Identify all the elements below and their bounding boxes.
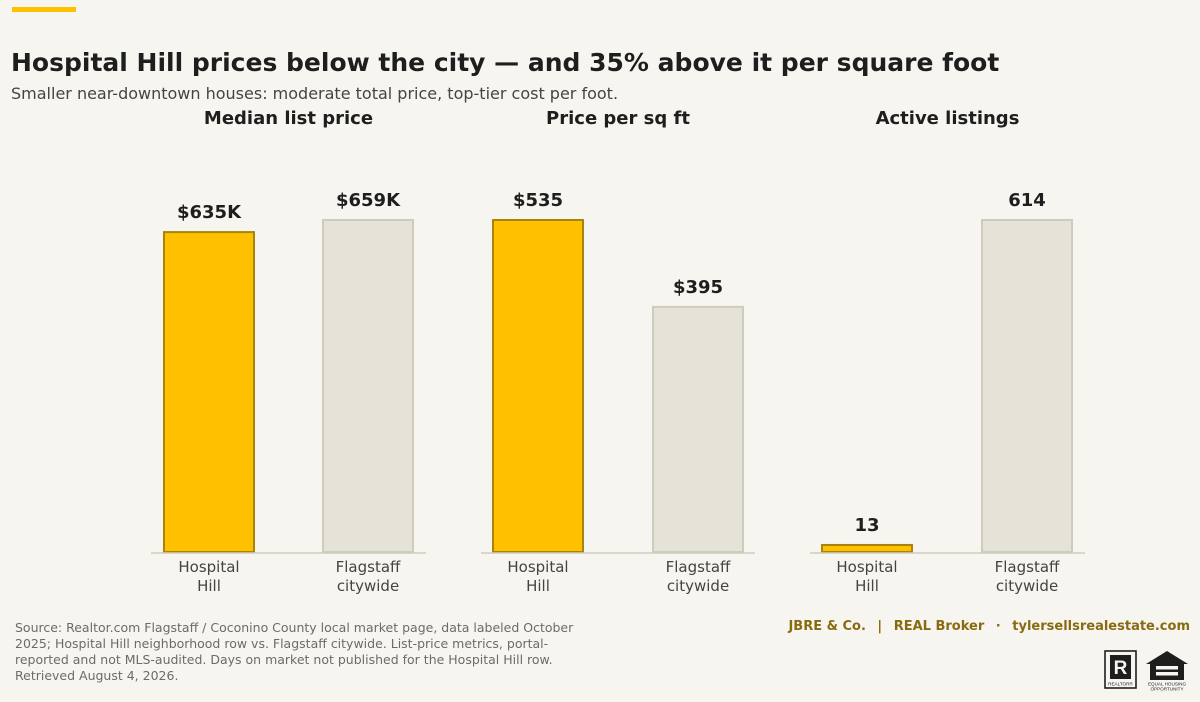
equal-housing-line1: EQUAL HOUSING bbox=[1148, 682, 1187, 687]
category-label: Flagstaff bbox=[666, 558, 731, 576]
bar-flagstaff-citywide bbox=[981, 219, 1073, 553]
brand-website: tylersellsrealestate.com bbox=[1012, 619, 1190, 634]
data-label: $635K bbox=[177, 202, 242, 223]
page-subtitle: Smaller near-downtown houses: moderate t… bbox=[11, 84, 619, 103]
charts-area: Median list price$635KHospitalHill$659KF… bbox=[151, 108, 1085, 595]
chart-title: Price per sq ft bbox=[546, 108, 690, 129]
data-label: 614 bbox=[1008, 190, 1046, 211]
category-label: Hospital bbox=[507, 558, 568, 576]
accent-bar bbox=[12, 7, 76, 12]
source-note: Source: Realtor.com Flagstaff / Coconino… bbox=[15, 620, 574, 683]
data-label: 13 bbox=[854, 515, 879, 536]
data-label: $659K bbox=[336, 190, 401, 211]
brand-separator-dot: · bbox=[995, 619, 1001, 634]
page-title: Hospital Hill prices below the city — an… bbox=[11, 48, 1000, 77]
brand-line: JBRE & Co. | REAL Broker · tylersellsrea… bbox=[788, 619, 1190, 634]
category-label: Flagstaff bbox=[336, 558, 401, 576]
chart-title: Active listings bbox=[876, 108, 1020, 129]
brand-broker: REAL Broker bbox=[893, 619, 985, 634]
realtor-mark: REALTOR® bbox=[1108, 681, 1133, 687]
brand-company: JBRE & Co. bbox=[788, 619, 866, 634]
category-label: citywide bbox=[337, 577, 399, 595]
bar-hospital-hill bbox=[163, 231, 255, 554]
category-label: Hospital bbox=[836, 558, 897, 576]
brand-separator: | bbox=[877, 619, 883, 634]
category-label: Hill bbox=[855, 577, 879, 595]
category-label: Hill bbox=[197, 577, 221, 595]
bar-hospital-hill bbox=[492, 219, 584, 553]
category-label: Flagstaff bbox=[995, 558, 1060, 576]
equal-housing-line2: OPPORTUNITY bbox=[1150, 687, 1183, 692]
data-label: $535 bbox=[513, 190, 563, 211]
realtor-letter: R bbox=[1114, 658, 1128, 679]
category-label: Hill bbox=[526, 577, 550, 595]
bar-flagstaff-citywide bbox=[322, 219, 414, 553]
chart-title: Median list price bbox=[204, 108, 373, 129]
category-label: citywide bbox=[996, 577, 1058, 595]
realtor-logo-icon: R REALTOR® bbox=[1104, 650, 1137, 689]
bar-flagstaff-citywide bbox=[652, 305, 744, 553]
category-label: citywide bbox=[667, 577, 729, 595]
compliance-logos: R REALTOR® EQUAL HOUSING OPPORTUNITY bbox=[1104, 650, 1188, 692]
category-label: Hospital bbox=[178, 558, 239, 576]
equal-housing-icon: EQUAL HOUSING OPPORTUNITY bbox=[1146, 651, 1188, 692]
data-label: $395 bbox=[673, 277, 723, 298]
bar-hospital-hill bbox=[821, 543, 913, 554]
